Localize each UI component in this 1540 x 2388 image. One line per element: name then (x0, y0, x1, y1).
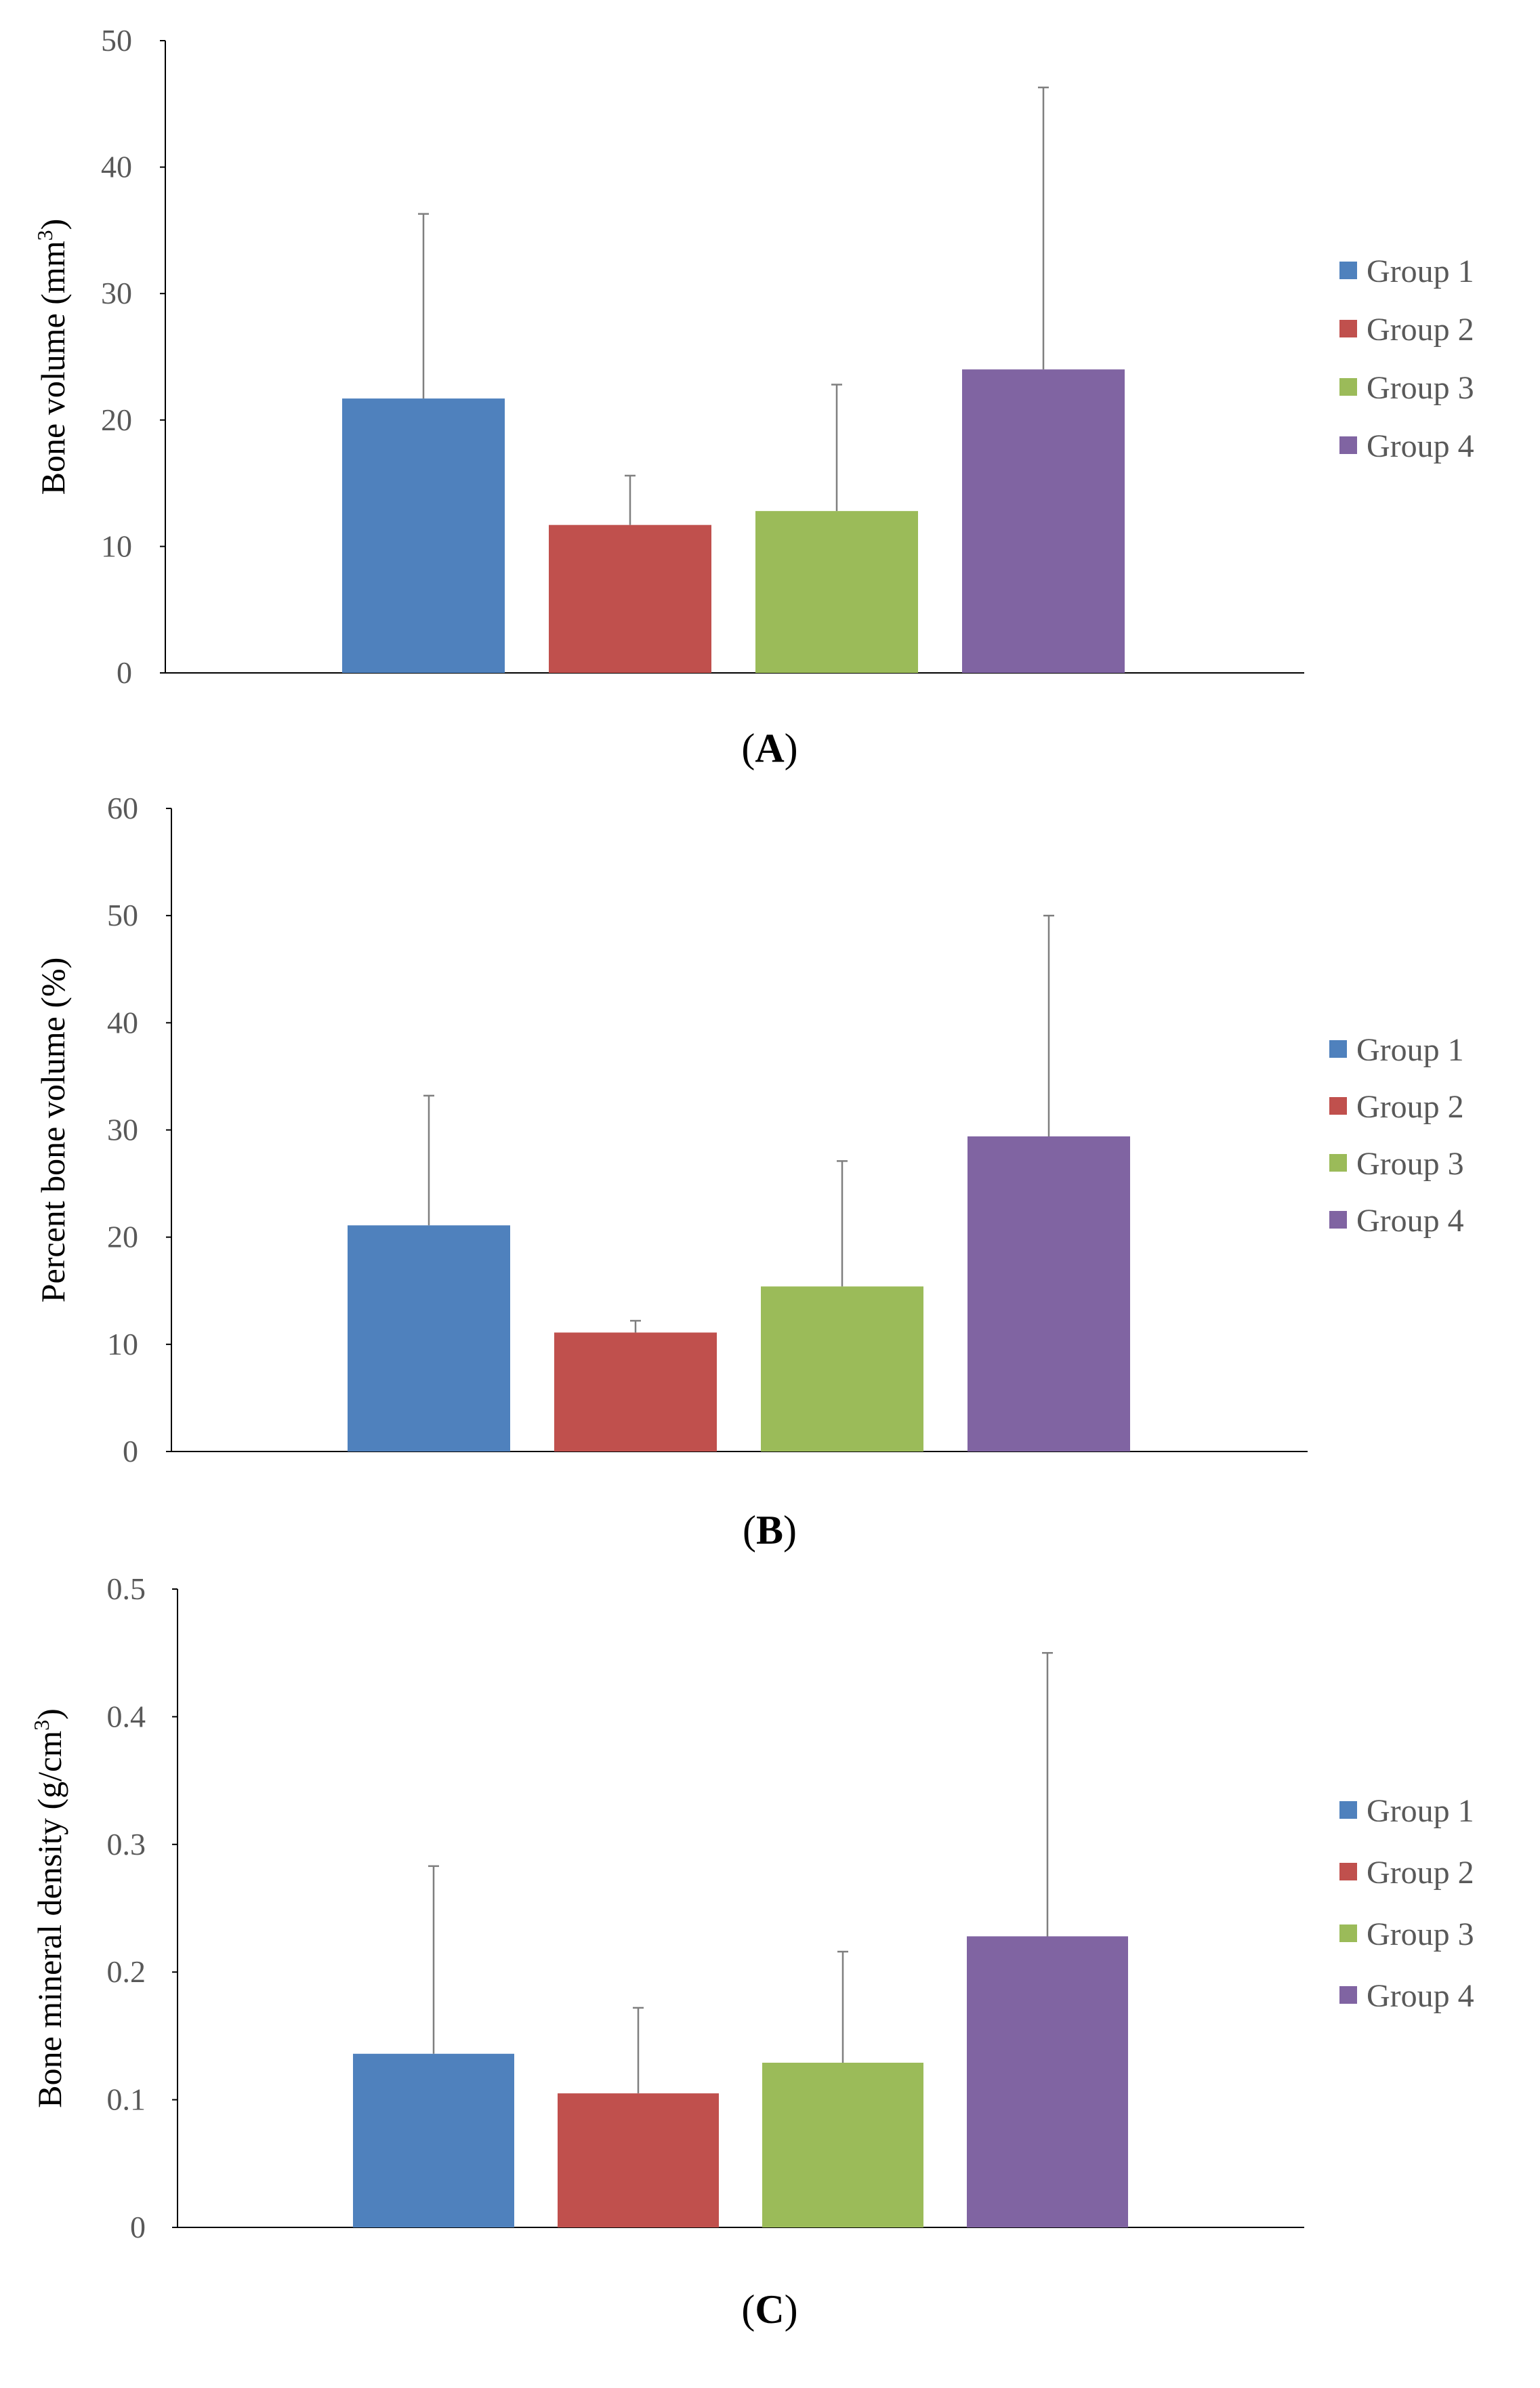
y-axis-label: Percent bone volume (%) (34, 958, 72, 1303)
legend-label: Group 3 (1367, 370, 1474, 406)
legend-label: Group 4 (1367, 1978, 1474, 2014)
legend-swatch (1339, 1863, 1357, 1880)
legend-label: Group 1 (1367, 253, 1474, 289)
legend-label: Group 2 (1367, 312, 1474, 348)
y-tick-label: 0.4 (107, 1699, 146, 1733)
legend-swatch (1329, 1040, 1347, 1058)
y-tick-label: 0 (130, 2210, 146, 2244)
bar-group-3 (761, 1286, 923, 1452)
y-tick-label: 30 (101, 276, 132, 310)
legend-swatch (1339, 1801, 1357, 1819)
y-axis-label: Bone volume (mm3) (33, 219, 72, 495)
legend-swatch (1339, 1986, 1357, 2004)
y-tick-label: 10 (107, 1327, 138, 1361)
chart-b: 0 10 20 30 40 50 60 Percent bone volume (%) Grou… (34, 791, 1464, 1552)
y-axis-label: Bone mineral density (g/cm3) (29, 1708, 68, 2107)
legend-label: Group 4 (1356, 1203, 1464, 1239)
legend-label: Group 3 (1367, 1916, 1474, 1952)
legend-label: Group 2 (1367, 1855, 1474, 1891)
bar-group-2 (549, 524, 711, 673)
y-tick-label: 0.2 (107, 1954, 146, 1989)
legend-label: Group 1 (1367, 1793, 1474, 1829)
y-tick-label: 10 (101, 529, 132, 563)
legend-swatch (1339, 1924, 1357, 1942)
legend-label: Group 1 (1356, 1032, 1464, 1068)
y-tick-label: 0.3 (107, 1827, 146, 1861)
bar-group-4 (967, 1936, 1128, 2227)
bar-group-3 (755, 511, 918, 673)
legend-swatch (1329, 1097, 1347, 1115)
y-tick-label: 0.1 (107, 2082, 146, 2117)
y-tick-label: 0 (123, 1434, 138, 1468)
legend-swatch (1339, 320, 1357, 337)
chart-c: 0 0.1 0.2 0.3 0.4 0.5 Bone mineral density (g/… (29, 1571, 1474, 2332)
bar-group-1 (353, 2053, 514, 2227)
y-tick-label: 0 (117, 655, 132, 690)
y-tick-label: 50 (101, 23, 132, 58)
bar-group-1 (342, 398, 505, 673)
panel-label: (B) (743, 1508, 797, 1552)
legend: Group 1 Group 2 Group 3 Group 4 (1339, 253, 1474, 464)
legend: Group 1 Group 2 Group 3 Group 4 (1329, 1032, 1464, 1239)
bar-group-2 (558, 2093, 719, 2227)
bar-group-4 (967, 1136, 1130, 1452)
panel-label: (A) (741, 726, 797, 770)
y-tick-label: 50 (107, 898, 138, 932)
bar-group-2 (554, 1332, 717, 1452)
panel-label: (C) (741, 2287, 797, 2332)
y-tick-label: 20 (107, 1220, 138, 1254)
bar-group-4 (962, 369, 1125, 673)
legend-swatch (1329, 1154, 1347, 1172)
y-tick-label: 30 (107, 1113, 138, 1147)
y-tick-label: 40 (107, 1005, 138, 1039)
legend: Group 1 Group 2 Group 3 Group 4 (1339, 1793, 1474, 2014)
legend-swatch (1339, 262, 1357, 279)
y-tick-label: 0.5 (107, 1571, 146, 1606)
bar-group-3 (762, 2062, 923, 2227)
y-tick-label: 60 (107, 791, 138, 825)
legend-swatch (1339, 378, 1357, 396)
legend-label: Group 4 (1367, 428, 1474, 464)
legend-swatch (1329, 1211, 1347, 1229)
bar-group-1 (348, 1225, 510, 1452)
legend-swatch (1339, 436, 1357, 454)
y-tick-label: 20 (101, 403, 132, 437)
y-tick-label: 40 (101, 150, 132, 184)
legend-label: Group 3 (1356, 1146, 1464, 1182)
legend-label: Group 2 (1356, 1089, 1464, 1125)
